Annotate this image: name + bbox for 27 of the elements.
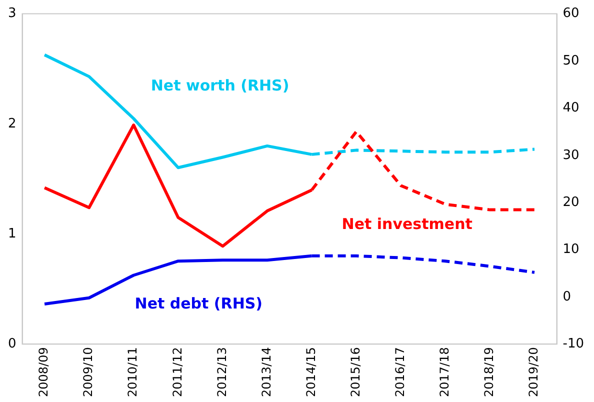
series-label: Net worth (RHS) <box>150 76 290 94</box>
y-tick-label: 0 <box>8 336 16 352</box>
y-tick-label: 3 <box>8 6 16 22</box>
y2-tick-label: 30 <box>562 148 580 163</box>
y-tick-label: 2 <box>8 116 16 132</box>
y2-tick-label: -10 <box>562 336 584 352</box>
x-tick-label: 2011/12 <box>170 347 184 398</box>
y2-tick-label: 0 <box>562 289 572 304</box>
x-tick-label: 2009/10 <box>81 347 96 398</box>
x-tick-label: 2018/19 <box>482 347 496 398</box>
x-tick-label: 2013/14 <box>259 347 274 398</box>
series-label: Net debt (RHS) <box>134 294 263 312</box>
y2-tick-label: 10 <box>562 242 580 258</box>
x-tick-label: 2008/09 <box>36 347 51 398</box>
x-tick-label: 2012/13 <box>214 347 229 398</box>
text: Net investment <box>342 215 472 234</box>
x-tick-label: 2019/20 <box>526 347 541 398</box>
y2-tick-label: 50 <box>562 53 580 68</box>
y2-tick-label: 40 <box>562 100 580 116</box>
y-tick-label: 1 <box>8 226 16 242</box>
x-tick-label: 2014/15 <box>304 347 318 398</box>
x-tick-label: 2016/17 <box>392 347 407 398</box>
y2-tick-label: 60 <box>562 6 580 22</box>
x-tick-label: 2017/18 <box>438 347 452 398</box>
y2-tick-label: 20 <box>562 194 580 210</box>
x-tick-label: 2015/16 <box>348 347 362 398</box>
x-tick-label: 2010/11 <box>126 347 140 398</box>
